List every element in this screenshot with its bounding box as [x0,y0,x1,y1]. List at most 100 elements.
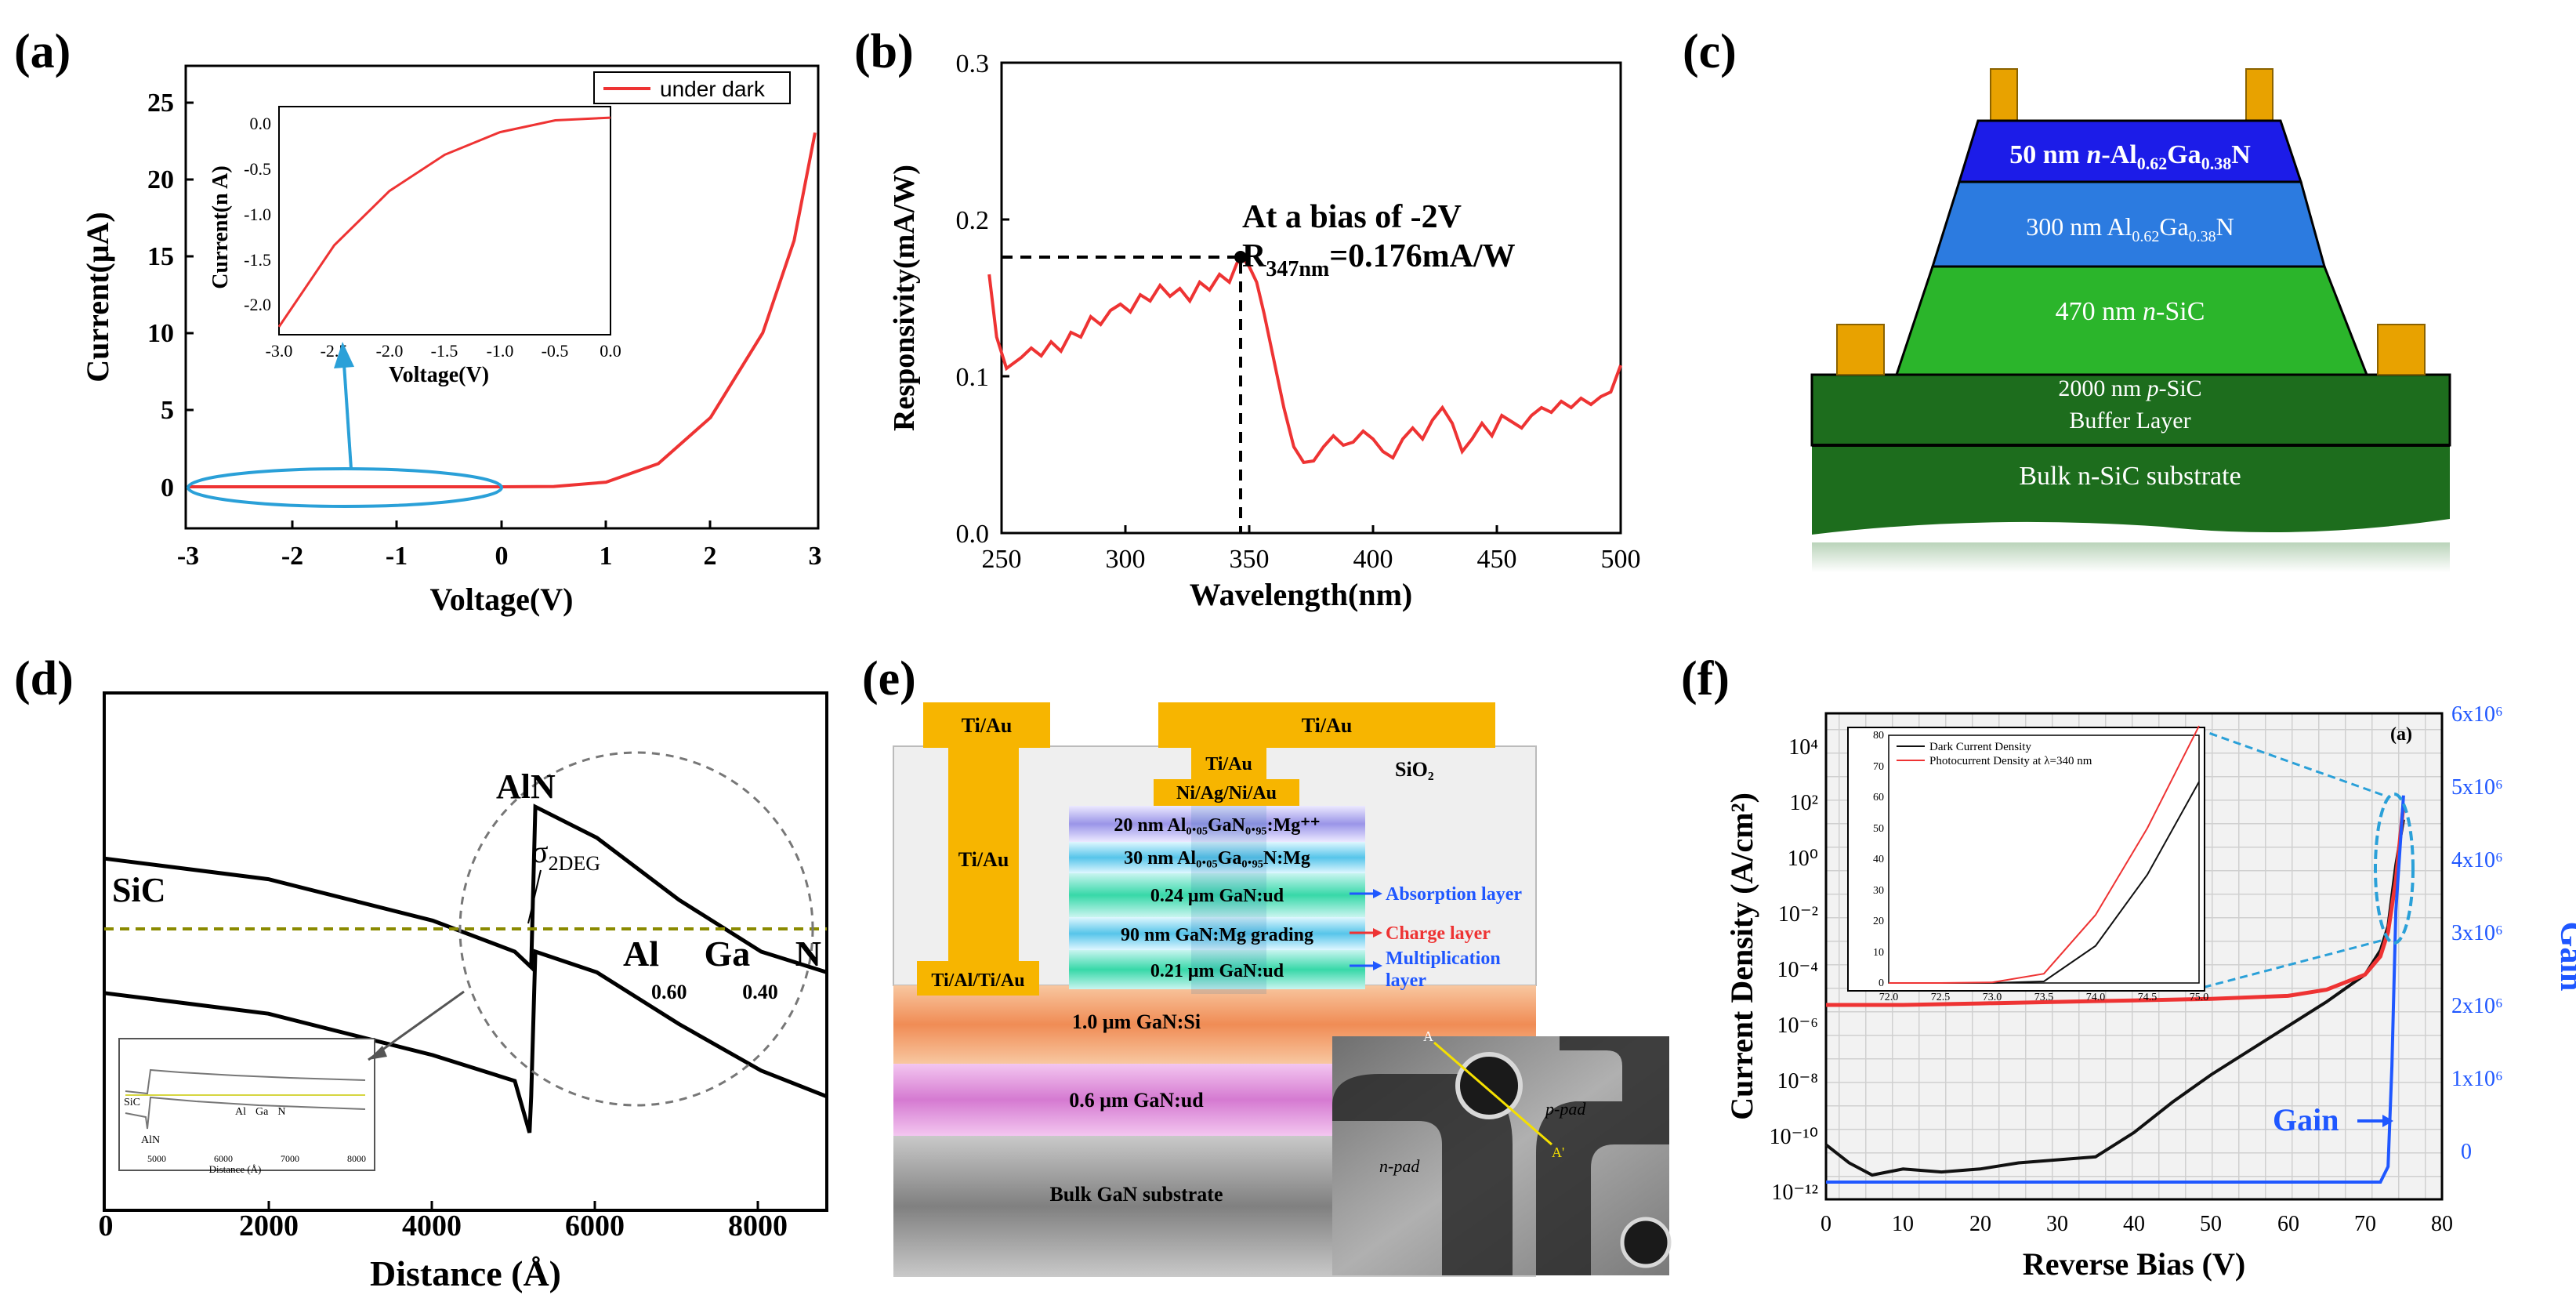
t: 0.62 [2132,228,2159,245]
y-tick-right: 5x10⁶ [2451,775,2503,800]
x-tick: -1 [386,542,408,571]
panel-d-algan-label: Al 0.60 Ga 0.40 N [623,934,821,1003]
panel-d-inset: SiC AlN Al Ga N 5000 6000 7000 8000 Distan… [118,1038,375,1175]
panel-f-dark-curve [1824,819,2405,1177]
inset-algan: Al Ga N [235,1106,285,1118]
y-tick-right: 6x10⁶ [2451,702,2503,727]
inset-x-tick: 5000 [147,1153,166,1164]
t: -SiC [2156,297,2205,326]
t: -Al [2101,140,2136,169]
inset-xlabel: Distance (Å) [209,1163,262,1175]
inset-y-tick: 50 [1873,823,1884,835]
y-tick-left: 10⁴ [1788,735,1818,760]
x-tick: 450 [1477,545,1517,574]
x-tick: 500 [1601,545,1641,574]
layer-label-algan: 300 nm Al0.62Ga0.38N [2026,212,2234,245]
layer-mg-plusplus [1069,806,1365,842]
t: 2000 nm [2058,375,2147,401]
inset-x-tick: -1.0 [487,341,514,361]
x-tick: 400 [1353,545,1393,574]
sem-cut-line [1433,1041,1552,1146]
sem-mesa [1620,1217,1672,1268]
panel-f-inset: Dark Current Density Photocurrent Densit… [1847,725,2208,1003]
arrow-head [1373,928,1382,938]
y-tick: 0.1 [956,363,990,392]
label-layer2: 30 nm Al₀.₀₅Ga₀.₉₅N:Mg [1124,848,1310,869]
y-tick-left: 10⁻¹² [1771,1181,1818,1205]
y-tick: 0.2 [956,206,990,235]
inset-aln: AlN [141,1134,160,1146]
y-tick: 25 [147,89,174,118]
x-tick: 0 [1821,1212,1831,1236]
inset-x-tick: 7000 [281,1153,299,1164]
panel-d-lower-band [103,948,828,1133]
t: 470 nm [2056,297,2143,326]
t: Al [235,1106,246,1118]
inset-x-tick: -3.0 [266,341,293,361]
t: N [2216,212,2234,241]
x-tick: 250 [982,545,1022,574]
t: 0.38 [2201,154,2232,173]
panel-b-curve [987,254,1622,465]
x-tick: 8000 [728,1210,788,1242]
t: 0.40 [742,981,778,1003]
panel-d-sigma-label: σ2DEG [531,834,600,875]
panel-f-gain-curve [1826,795,2405,1184]
panel-b-annotation-line2: R347nm=0.176mA/W [1242,238,1516,281]
t: 300 nm Al [2026,212,2132,241]
panel-b-annotation-line1: At a bias of -2V [1242,199,1462,235]
y-tick-left: 10⁻² [1778,902,1818,927]
layer-charge [1069,917,1365,950]
label-tiau-small: Ti/Au [1205,754,1252,774]
label-tiau-right-top: Ti/Au [1302,714,1353,737]
t: Ga [705,934,751,974]
inset-upper-band [125,1068,366,1095]
inset-y-tick: 0.0 [250,114,272,133]
t: 0.38 [2189,228,2216,245]
y-tick: 20 [147,165,174,194]
x-tick: 40 [2123,1212,2145,1236]
y-tick: 5 [161,396,174,425]
sem-a2: A' [1552,1144,1564,1160]
inset-y-tick: 40 [1873,854,1884,865]
panel-e: (e) Ti/Au Ti/Au Ti/Al/Ti/Au Ti/Au Ti/Au … [862,652,1672,1277]
x-tick: 80 [2431,1212,2453,1236]
panel-d-zoom-circle [458,751,814,1107]
y-tick-right: 4x10⁶ [2451,848,2503,872]
x-tick: 70 [2354,1212,2376,1236]
mesa-center-band [1191,806,1266,994]
y-tick-left: 10² [1790,791,1818,815]
t: 0.60 [651,981,687,1003]
panel-d-sigma-arrow [527,869,542,924]
label-tiau-left-top: Ti/Au [962,714,1013,737]
panel-a-inset: -3.0 -2.5 -2.0 -1.5 -1.0 -0.5 0.0 0.0 -0… [208,106,621,387]
panel-a: (a) -3 -2 -1 0 1 2 3 0 5 10 15 20 25 Vol… [14,25,822,617]
y-tick-left: 10⁰ [1788,847,1818,871]
layer-label-psic: 2000 nm p-SiC [2058,375,2201,401]
panel-b-marker [1234,251,1247,263]
layer-label-nsic: 470 nm n-SiC [2056,297,2205,326]
label-charge: Charge layer [1386,923,1491,944]
contact-pad [1990,68,2018,122]
inset-x-tick: 73.0 [1983,992,2002,1003]
panel-b-guide-lines [1002,256,1242,533]
x-tick: 30 [2046,1212,2068,1236]
inset-y-tick: 10 [1873,947,1884,959]
t: n [2143,297,2156,326]
inset-x-tick: 73.5 [2034,992,2054,1003]
panel-b-label: (b) [854,25,914,78]
label-niagniau: Ni/Ag/Ni/Au [1176,783,1277,803]
panel-b: (b) 250 300 350 400 450 500 0.0 0.1 0.2 … [854,25,1641,612]
inset-y-tick: 60 [1873,792,1884,803]
panel-b-ylabel: Responsivity(mA/W) [888,165,921,431]
tiau-left-top [923,702,1050,748]
arrow-head [334,342,354,368]
y-tick-right: 0 [2461,1140,2472,1164]
panel-b-frame [1000,61,1622,535]
label-tiau-left-mid: Ti/Au [958,848,1009,871]
panel-a-legend: under dark [593,71,791,104]
y-tick: 15 [147,242,174,271]
panel-a-yticks: 0 5 10 15 20 25 [147,89,174,502]
panel-d-upper-band [103,803,828,974]
panel-f-ylabel: Current Density (A/cm²) [1724,793,1759,1120]
